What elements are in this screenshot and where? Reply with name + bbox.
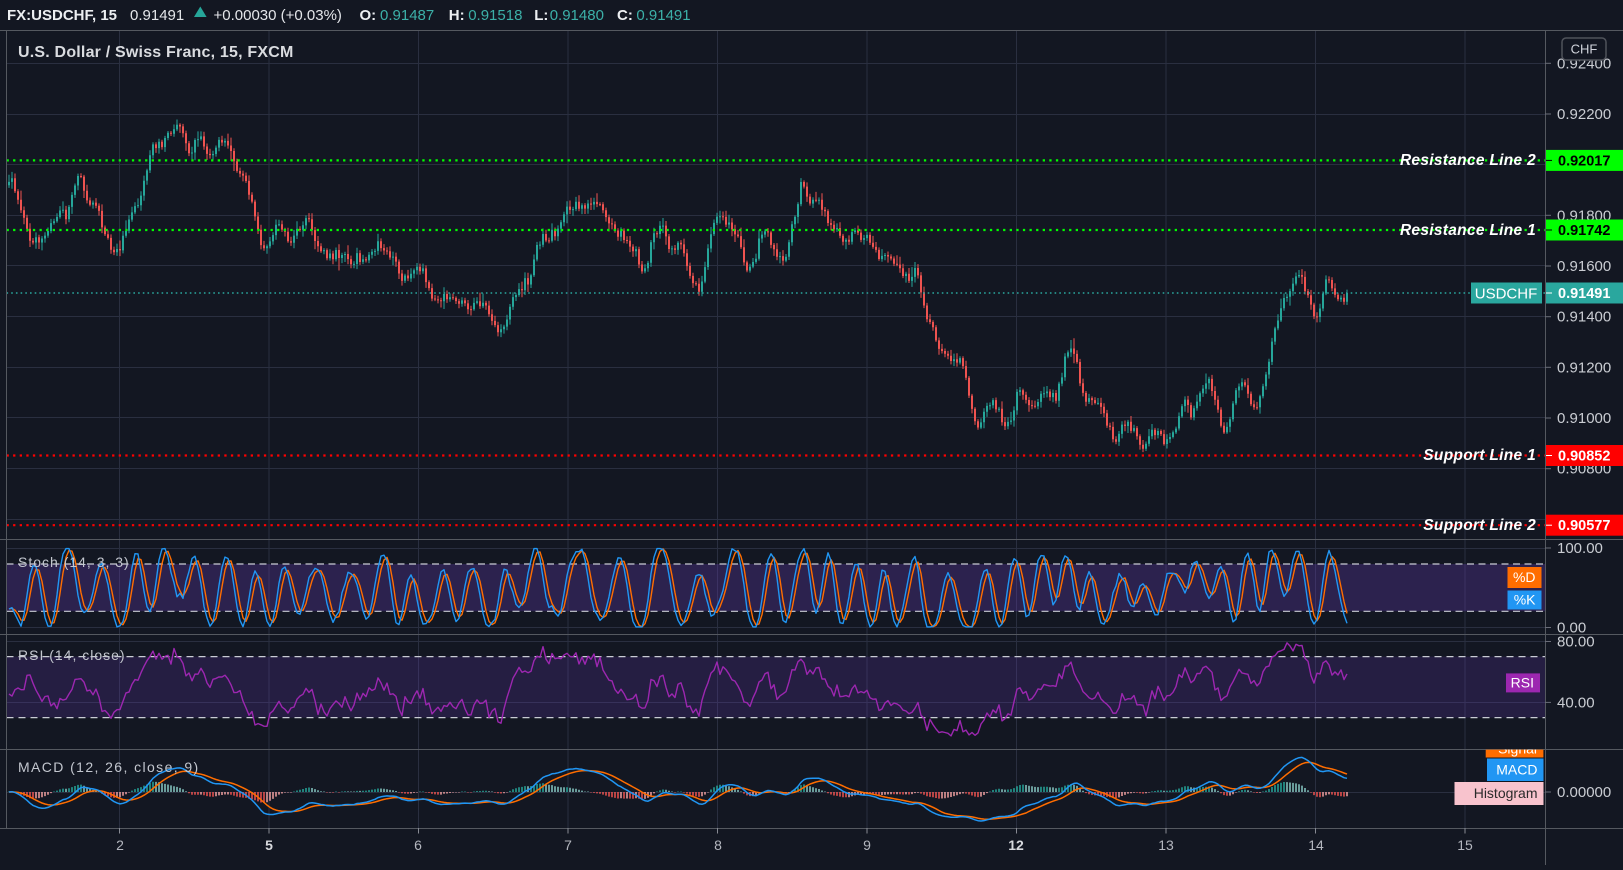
svg-text:0.91518: 0.91518 (468, 7, 522, 24)
svg-text:0.91491: 0.91491 (636, 7, 690, 24)
svg-text:FX:USDCHF, 15: FX:USDCHF, 15 (7, 7, 117, 24)
svg-text:H:: H: (449, 7, 465, 24)
svg-text:Support Line 2: Support Line 2 (1423, 517, 1536, 534)
svg-text:+0.00030 (+0.03%): +0.00030 (+0.03%) (214, 7, 342, 24)
svg-text:14: 14 (1308, 837, 1324, 853)
svg-text:%K: %K (1514, 592, 1536, 608)
svg-text:Resistance Line 1: Resistance Line 1 (1400, 222, 1536, 239)
svg-text:MACD: MACD (1496, 761, 1537, 777)
svg-text:5: 5 (265, 837, 273, 853)
svg-text:12: 12 (1008, 837, 1024, 853)
svg-text:0.00000: 0.00000 (1557, 784, 1611, 801)
svg-text:0.00: 0.00 (1557, 620, 1586, 637)
svg-text:O:: O: (360, 7, 377, 24)
svg-text:Histogram: Histogram (1474, 785, 1538, 801)
svg-text:15: 15 (1457, 837, 1473, 853)
svg-text:100.00: 100.00 (1557, 540, 1603, 557)
svg-text:7: 7 (564, 837, 572, 853)
svg-text:6: 6 (414, 837, 422, 853)
svg-text:40.00: 40.00 (1557, 694, 1595, 711)
svg-text:CHF: CHF (1571, 42, 1598, 57)
svg-text:8: 8 (714, 837, 722, 853)
svg-text:9: 9 (863, 837, 871, 853)
svg-text:C:: C: (617, 7, 633, 24)
svg-text:80.00: 80.00 (1557, 634, 1595, 651)
svg-text:Support Line 1: Support Line 1 (1423, 447, 1536, 464)
svg-text:0.91200: 0.91200 (1557, 359, 1611, 376)
svg-text:0.92017: 0.92017 (1558, 153, 1610, 169)
svg-text:0.90577: 0.90577 (1558, 518, 1610, 534)
svg-text:%D: %D (1513, 569, 1536, 585)
svg-text:0.91491: 0.91491 (1558, 286, 1610, 302)
svg-text:0.91400: 0.91400 (1557, 309, 1611, 326)
svg-text:USDCHF: USDCHF (1475, 286, 1538, 303)
svg-text:0.92200: 0.92200 (1557, 106, 1611, 123)
svg-text:Signal: Signal (1498, 741, 1537, 757)
svg-text:0.91491: 0.91491 (130, 7, 184, 24)
svg-text:L:: L: (534, 7, 548, 24)
svg-text:RSI: RSI (1511, 674, 1534, 690)
svg-text:2: 2 (116, 837, 124, 853)
svg-text:MACD (12, 26, close, 9): MACD (12, 26, close, 9) (18, 759, 200, 775)
svg-text:RSI (14, close): RSI (14, close) (18, 647, 126, 663)
svg-text:0.91480: 0.91480 (550, 7, 604, 24)
svg-text:0.91487: 0.91487 (380, 7, 434, 24)
svg-text:0.91600: 0.91600 (1557, 258, 1611, 275)
svg-text:Stoch (14, 3, 3): Stoch (14, 3, 3) (18, 554, 130, 570)
svg-text:0.91742: 0.91742 (1558, 223, 1610, 239)
svg-text:Resistance Line 2: Resistance Line 2 (1400, 152, 1536, 169)
svg-text:0.91000: 0.91000 (1557, 410, 1611, 427)
svg-text:0.90852: 0.90852 (1558, 449, 1610, 465)
svg-text:U.S. Dollar / Swiss Franc, 15,: U.S. Dollar / Swiss Franc, 15, FXCM (18, 44, 294, 61)
svg-text:13: 13 (1158, 837, 1174, 853)
